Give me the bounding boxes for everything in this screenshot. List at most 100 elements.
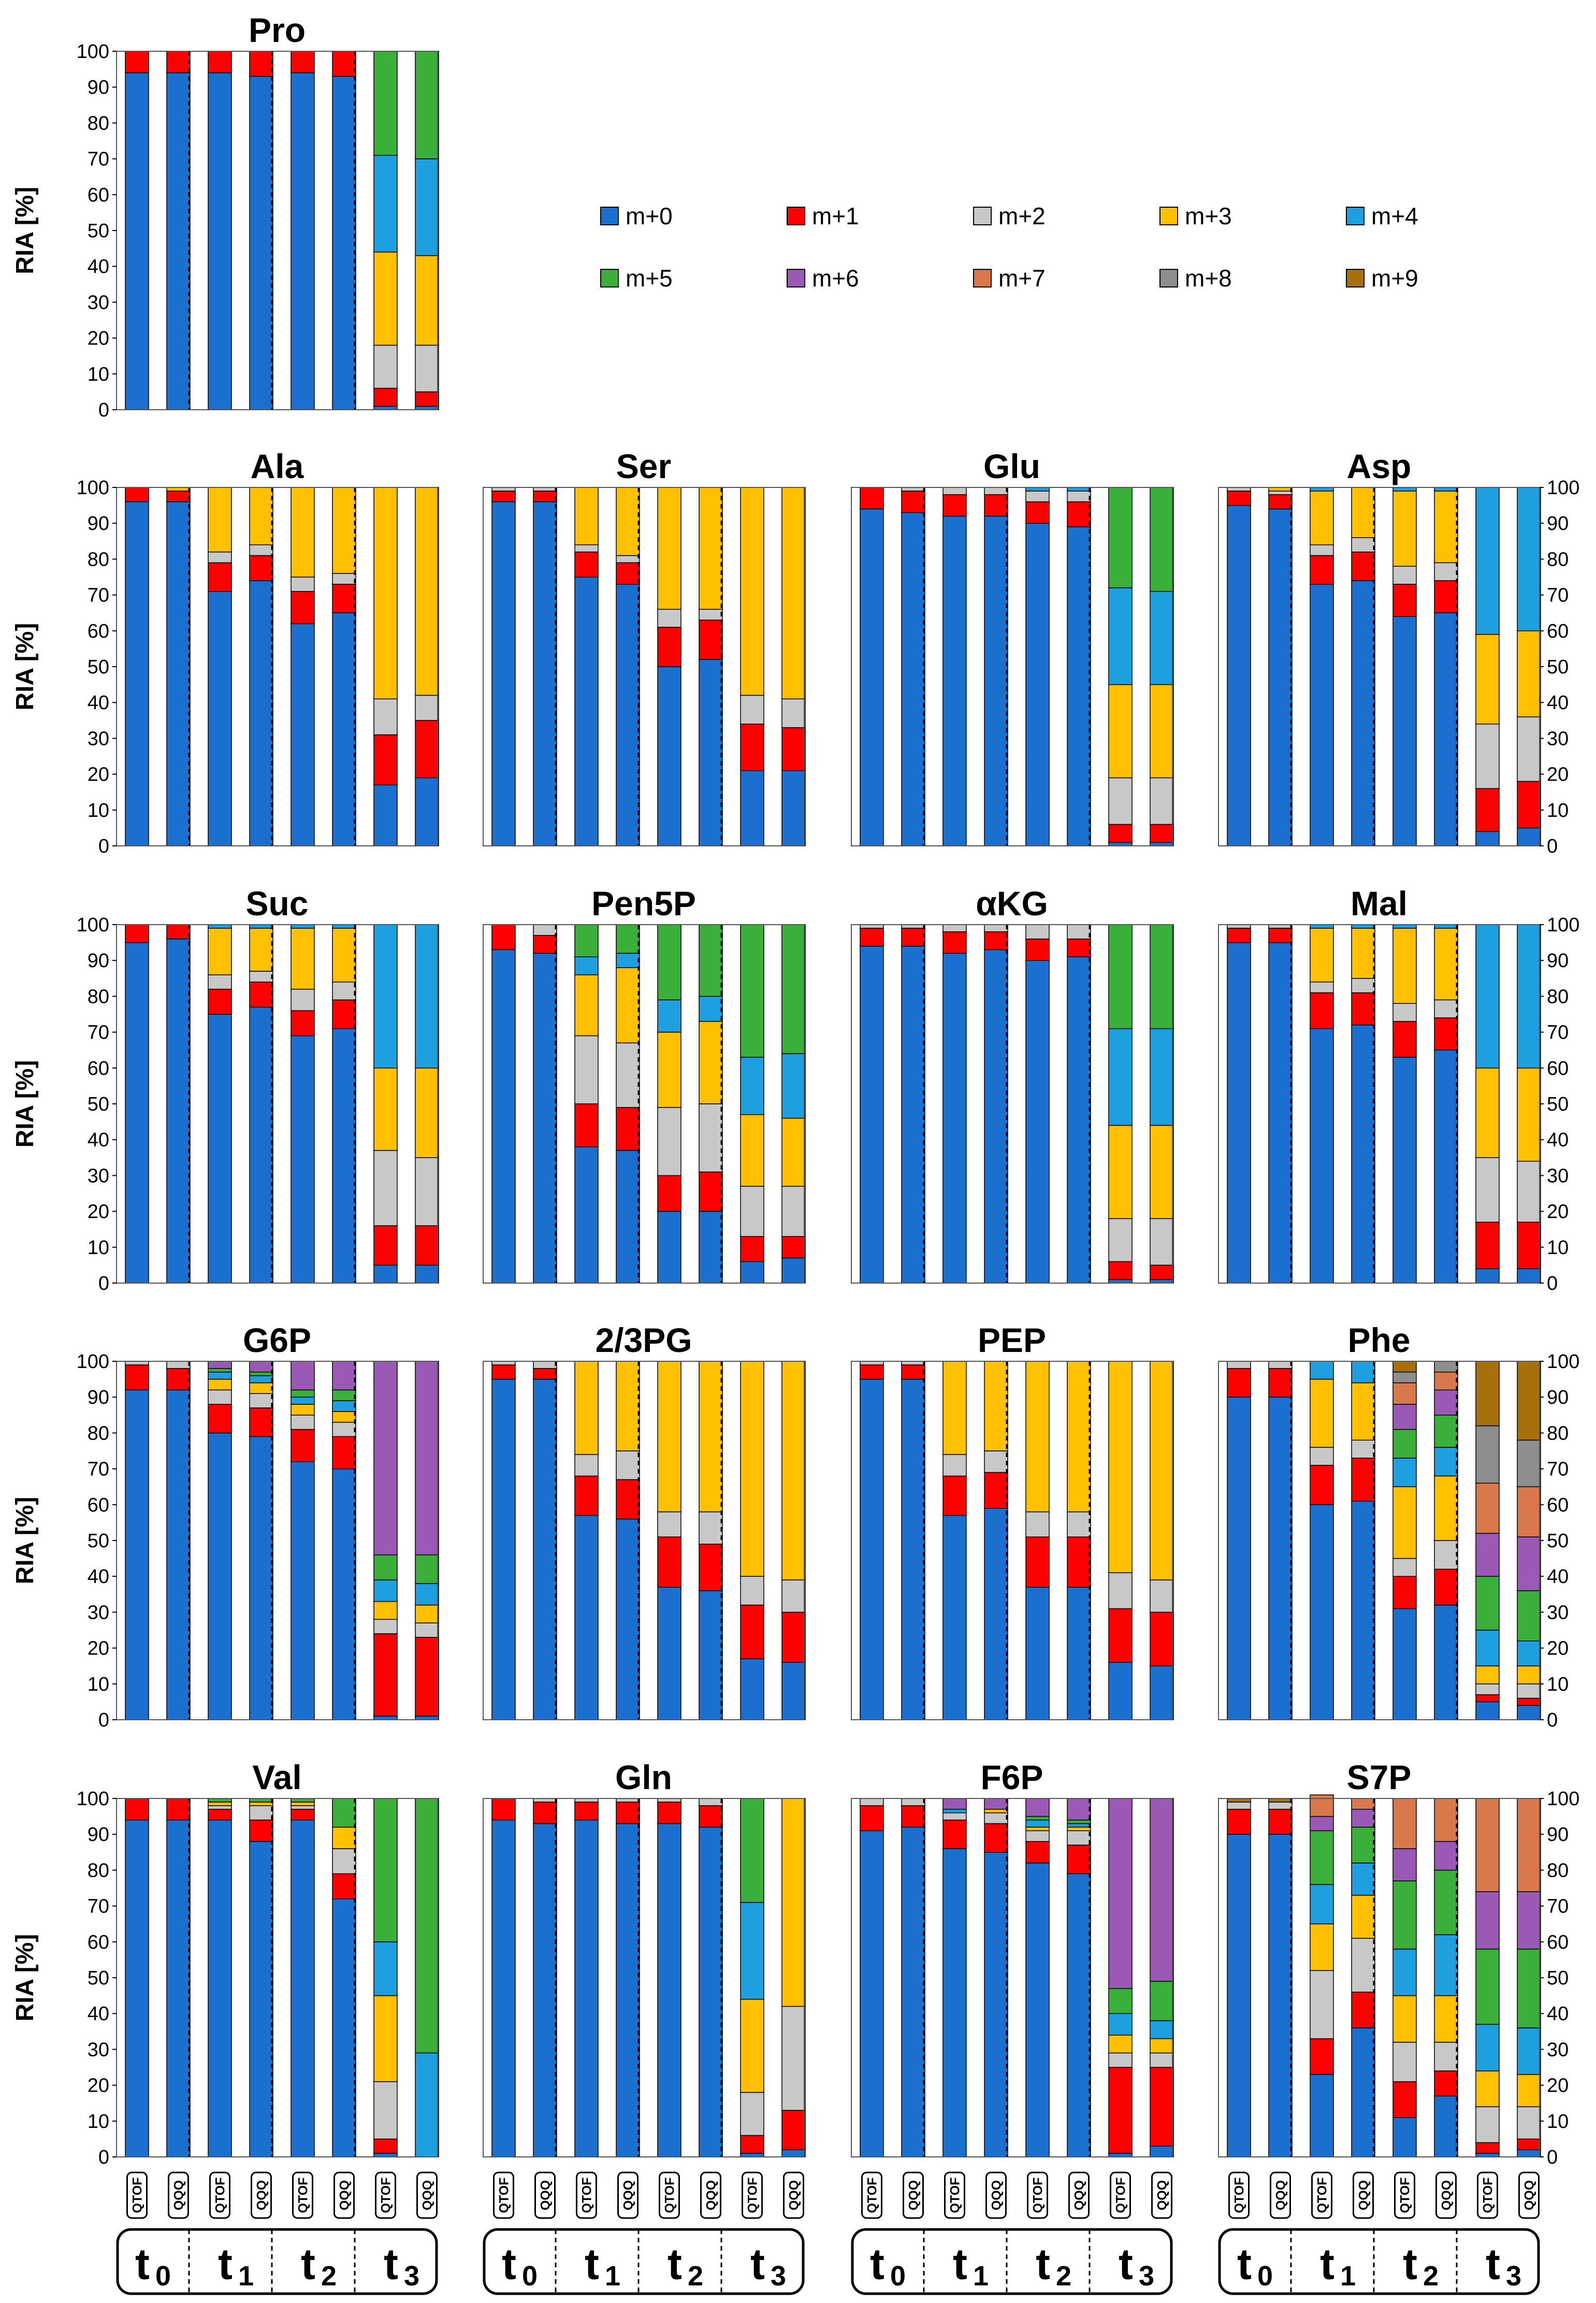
instrument-box-3-5 <box>1435 2171 1457 2219</box>
bar-segment-3-6-4 <box>1108 587 1133 685</box>
bar-9-6 <box>373 1361 398 1720</box>
y-tick-label-0-0: 0 <box>98 399 109 421</box>
chart-title-9: G6P <box>243 1321 311 1359</box>
bar-segment-12-2-4 <box>1310 1361 1334 1380</box>
bar-2-7 <box>781 487 806 846</box>
bar-10-1 <box>533 1361 557 1720</box>
bar-8-2 <box>1310 924 1334 1284</box>
bar-segment-14-7-3 <box>781 1798 806 2007</box>
bar-segment-11-4-1 <box>1025 1536 1050 1588</box>
bar-segment-6-2-2 <box>574 1035 599 1104</box>
bar-segment-9-6-3 <box>373 1601 398 1620</box>
bar-segment-16-3-5 <box>1351 1826 1375 1864</box>
bar-segment-3-4-0 <box>1025 523 1050 846</box>
bar-segment-6-2-3 <box>574 974 599 1037</box>
bar-segment-9-7-5 <box>415 1554 439 1584</box>
bar-0-5 <box>332 51 356 410</box>
legend-label-1: m+1 <box>812 203 859 229</box>
bar-segment-4-3-2 <box>1351 537 1375 553</box>
bar-0-4 <box>291 51 315 410</box>
y-tick-label-right-4-0: 0 <box>1547 836 1558 857</box>
time-point-sub-3-3: 3 <box>1506 2261 1521 2292</box>
instrument-label-1-6: QTOF <box>746 2178 760 2213</box>
bar-segment-5-3-4 <box>249 924 273 929</box>
bar-segment-0-7-5 <box>415 51 439 160</box>
instrument-label-1-4: QTOF <box>663 2178 677 2213</box>
bar-segment-2-3-1 <box>616 562 640 585</box>
y-tick-label-right-12-2: 20 <box>1547 1638 1569 1660</box>
instrument-label-3-1: QQQ <box>1274 2180 1288 2210</box>
bar-segment-5-4-4 <box>291 924 315 929</box>
legend-label-8: m+8 <box>1185 265 1232 292</box>
instrument-box-3-1 <box>1270 2171 1291 2219</box>
bar-segment-15-5-1 <box>1067 1845 1091 1875</box>
time-point-label-0-1: t <box>218 2240 233 2288</box>
bar-segment-9-3-4 <box>249 1375 273 1384</box>
y-tick-label-0-7: 70 <box>88 149 109 170</box>
bar-10-7 <box>781 1361 806 1720</box>
plot-frame-7 <box>851 924 1173 1284</box>
bar-segment-11-2-0 <box>942 1515 967 1720</box>
instrument-label-3-2: QTOF <box>1315 2178 1330 2213</box>
bar-segment-4-1-0 <box>1268 508 1293 846</box>
time-point-label-1-0: t <box>502 2240 516 2288</box>
bar-segment-6-5-4 <box>699 996 723 1022</box>
bar-segment-9-4-3 <box>291 1404 315 1416</box>
bar-segment-15-7-0 <box>1150 2146 1174 2157</box>
bar-segment-5-4-3 <box>291 928 315 990</box>
y-tick-label-13-1: 10 <box>88 2111 109 2133</box>
bar-segment-6-4-0 <box>657 1211 681 1284</box>
chart-title-12: Phe <box>1347 1321 1410 1359</box>
y-tick-label-0-9: 90 <box>88 77 109 98</box>
bar-segment-13-6-4 <box>373 1941 398 1996</box>
bar-segment-6-4-5 <box>657 924 681 1001</box>
y-tick-label-1-6: 60 <box>88 621 109 642</box>
bar-11-3 <box>984 1361 1008 1720</box>
bar-segment-12-2-0 <box>1310 1504 1334 1720</box>
time-point-sub-1-0: 0 <box>522 2261 538 2292</box>
bar-segment-8-3-2 <box>1351 978 1375 994</box>
bar-segment-8-2-1 <box>1310 992 1334 1029</box>
bar-segment-2-4-2 <box>657 609 681 628</box>
bar-segment-15-7-5 <box>1150 1981 1174 2021</box>
y-tick-label-1-0: 0 <box>98 836 109 857</box>
y-tick-label-1-8: 80 <box>88 549 109 570</box>
chart-title-10: 2/3PG <box>595 1321 692 1359</box>
bar-segment-14-7-2 <box>781 2006 806 2111</box>
bar-segment-0-0-1 <box>125 51 149 74</box>
bar-segment-12-4-9 <box>1392 1361 1417 1373</box>
bar-segment-11-3-3 <box>984 1361 1008 1451</box>
bar-4-3 <box>1351 487 1375 846</box>
bar-segment-6-7-0 <box>781 1257 806 1284</box>
bar-segment-12-5-8 <box>1434 1361 1458 1373</box>
instrument-labels-2: QTOF QQQ QTOF QQQ QTOF QQQ QTOF QQQ <box>861 2171 1172 2219</box>
chart-title-6: Pen5P <box>591 884 696 923</box>
bar-segment-0-7-0 <box>415 406 439 410</box>
time-point-label-2-1: t <box>953 2240 967 2288</box>
bar-9-3 <box>249 1361 273 1720</box>
chart-2: Ser <box>483 447 806 846</box>
bar-7-0 <box>860 924 884 1284</box>
bar-segment-13-6-2 <box>373 2081 398 2140</box>
bar-segment-12-5-3 <box>1434 1475 1458 1541</box>
bar-12-0 <box>1227 1361 1251 1720</box>
bar-segment-6-3-2 <box>616 1042 640 1108</box>
bar-segment-11-1-0 <box>901 1378 925 1720</box>
bar-segment-7-0-0 <box>860 945 884 1284</box>
bar-9-1 <box>166 1361 191 1720</box>
bar-segment-9-2-5 <box>208 1368 232 1373</box>
bar-segment-7-0-1 <box>860 928 884 947</box>
bar-segment-12-7-0 <box>1517 1705 1541 1720</box>
bar-segment-12-6-2 <box>1475 1683 1500 1695</box>
bar-10-2 <box>574 1361 599 1720</box>
bar-segment-0-7-3 <box>415 255 439 346</box>
instrument-box-3-3 <box>1353 2171 1374 2219</box>
bar-3-2 <box>942 487 967 846</box>
bar-13-4 <box>291 1798 315 2157</box>
bar-segment-15-6-6 <box>1108 1798 1133 1989</box>
bar-segment-1-1-0 <box>166 501 191 846</box>
bar-segment-3-3-2 <box>984 487 1008 495</box>
bar-segment-16-7-1 <box>1517 2138 1541 2150</box>
bar-segment-16-5-4 <box>1434 1934 1458 1996</box>
